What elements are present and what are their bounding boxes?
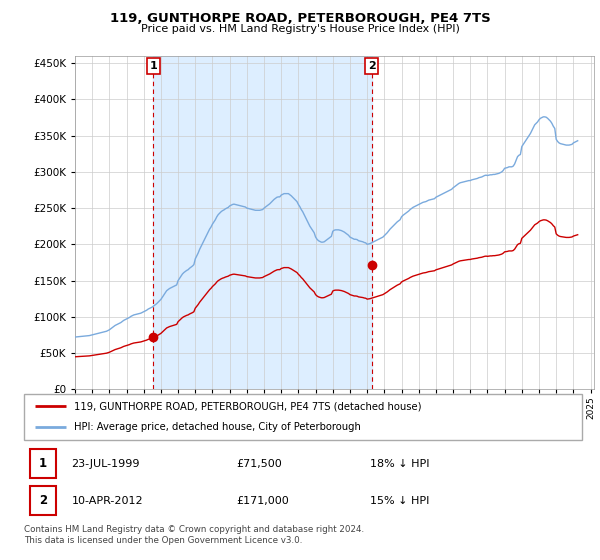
Text: £171,000: £171,000 (236, 496, 289, 506)
Text: 119, GUNTHORPE ROAD, PETERBOROUGH, PE4 7TS (detached house): 119, GUNTHORPE ROAD, PETERBOROUGH, PE4 7… (74, 401, 422, 411)
Text: HPI: Average price, detached house, City of Peterborough: HPI: Average price, detached house, City… (74, 422, 361, 432)
Text: 15% ↓ HPI: 15% ↓ HPI (370, 496, 430, 506)
Text: 119, GUNTHORPE ROAD, PETERBOROUGH, PE4 7TS: 119, GUNTHORPE ROAD, PETERBOROUGH, PE4 7… (110, 12, 490, 25)
Text: 10-APR-2012: 10-APR-2012 (71, 496, 143, 506)
Text: 1: 1 (39, 457, 47, 470)
Text: £71,500: £71,500 (236, 459, 282, 469)
Text: 1: 1 (149, 61, 157, 71)
Text: Price paid vs. HM Land Registry's House Price Index (HPI): Price paid vs. HM Land Registry's House … (140, 24, 460, 34)
Text: 23-JUL-1999: 23-JUL-1999 (71, 459, 140, 469)
Bar (29, 486, 56, 515)
Text: 2: 2 (368, 61, 376, 71)
Bar (153, 56, 372, 389)
Text: Contains HM Land Registry data © Crown copyright and database right 2024.
This d: Contains HM Land Registry data © Crown c… (24, 525, 364, 545)
Text: 2: 2 (39, 494, 47, 507)
Text: 18% ↓ HPI: 18% ↓ HPI (370, 459, 430, 469)
Bar (29, 449, 56, 478)
